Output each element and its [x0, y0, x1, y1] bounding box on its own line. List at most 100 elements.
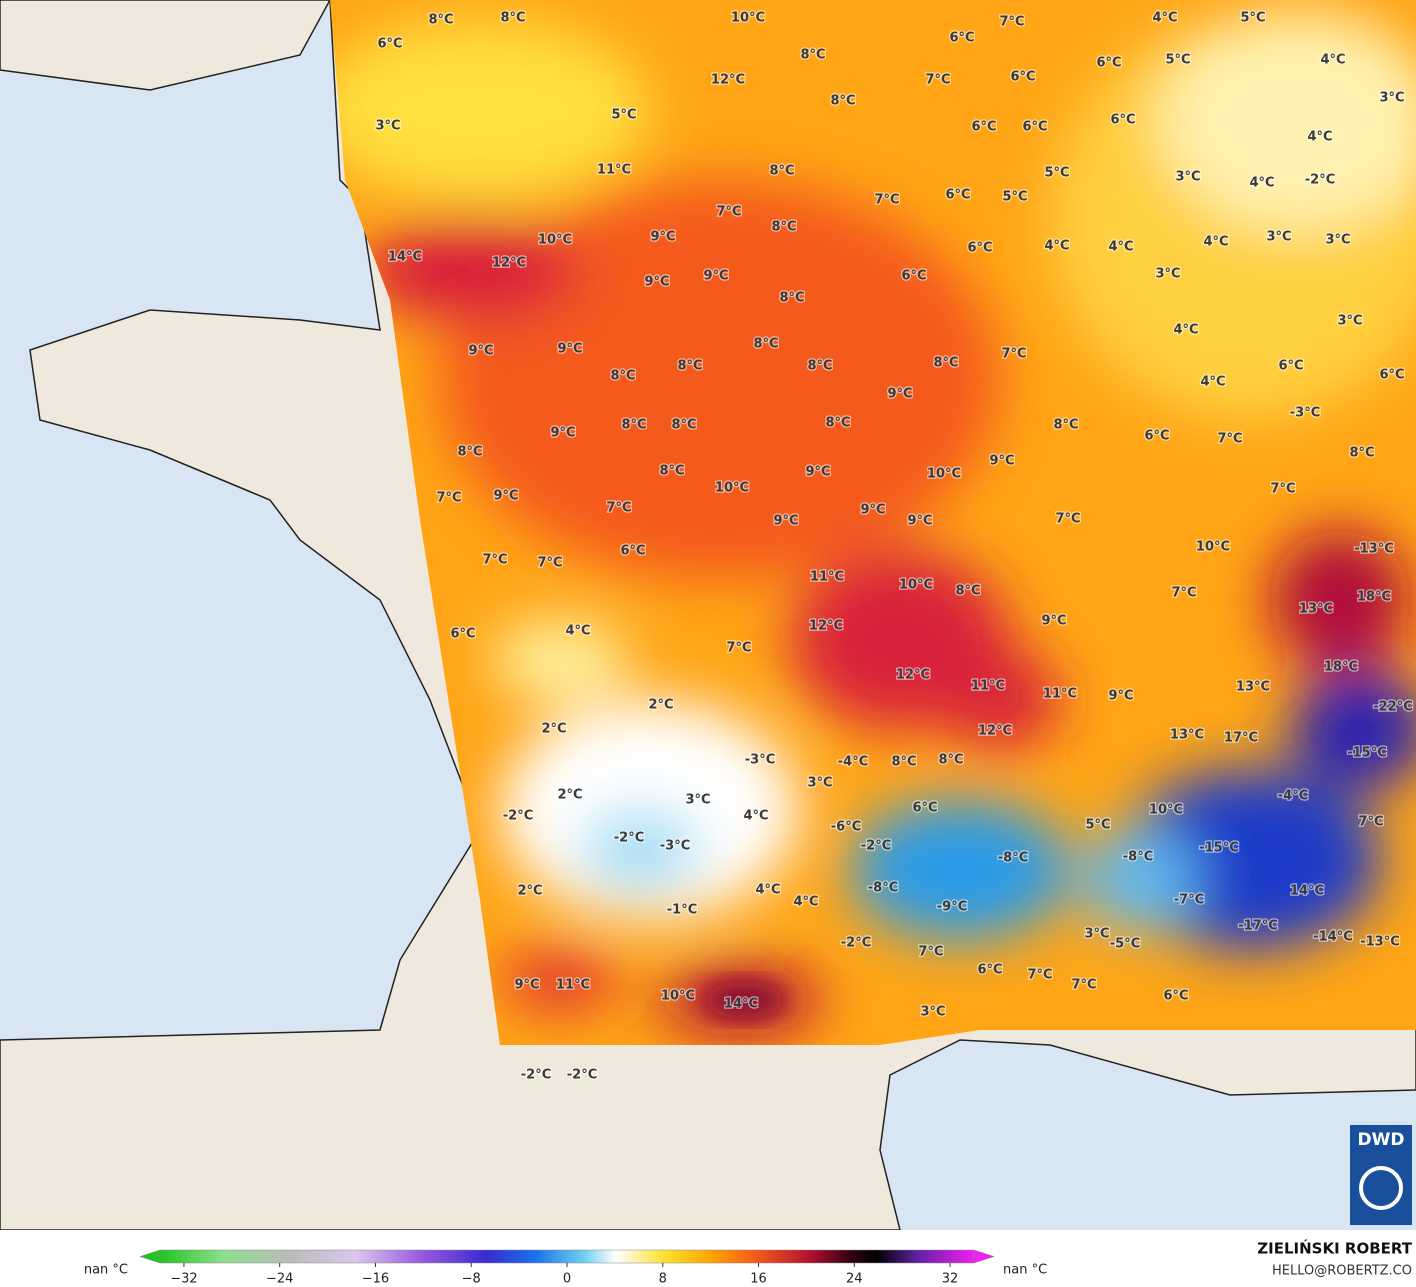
temperature-label: 9°C	[550, 426, 575, 441]
temperature-field	[330, 0, 1416, 1045]
temperature-label: 6°C	[1379, 368, 1404, 383]
colorbar-tick-label: 32	[942, 1272, 959, 1287]
temperature-label: 9°C	[860, 503, 885, 518]
temperature-label: 6°C	[1144, 429, 1169, 444]
colorbar-tick-label: 16	[750, 1272, 767, 1287]
temperature-label: 17°C	[1224, 731, 1258, 746]
temperature-label: 9°C	[1041, 614, 1066, 629]
temperature-label: 8°C	[457, 445, 482, 460]
temperature-label: 5°C	[1165, 53, 1190, 68]
temperature-label: 5°C	[1044, 166, 1069, 181]
temperature-label: 6°C	[450, 627, 475, 642]
temperature-label: -5°C	[1110, 937, 1140, 952]
temperature-label: 7°C	[716, 205, 741, 220]
temperature-label: 10°C	[538, 233, 572, 248]
temperature-label: -2°C	[614, 831, 644, 846]
temperature-label: 14°C	[724, 997, 758, 1012]
temperature-label: -14°C	[1313, 930, 1353, 945]
temperature-label: 3°C	[1325, 233, 1350, 248]
temperature-label: -2°C	[861, 839, 891, 854]
temperature-label: 5°C	[1002, 190, 1027, 205]
temperature-label: 5°C	[611, 108, 636, 123]
temperature-label: 8°C	[671, 418, 696, 433]
labels: 8°C 8°C 6°C 10°C 7°C 4°C 5°C 12°C 8°C 6°C 6°C 7°C 6°…	[374, 9, 1414, 1084]
temperature-label: 9°C	[703, 269, 728, 284]
temperature-label: 3°C	[375, 119, 400, 134]
temperature-label: -2°C	[521, 1068, 551, 1083]
colorbar-tick-label: 24	[846, 1272, 863, 1287]
temperature-label: 9°C	[805, 465, 830, 480]
temperature-label: 7°C	[1027, 968, 1052, 983]
temperature-label: 8°C	[779, 291, 804, 306]
temperature-label: 8°C	[830, 94, 855, 109]
temperature-label: 7°C	[1001, 347, 1026, 362]
temperature-label: 6°C	[1163, 989, 1188, 1004]
temperature-label: 9°C	[644, 275, 669, 290]
temperature-label: -13°C	[1360, 935, 1400, 950]
temperature-label: 13°C	[1170, 728, 1204, 743]
temperature-label: 10°C	[731, 11, 765, 26]
colorbar: −32 −24 −16 −8 0 8 16 24 32	[139, 1249, 995, 1287]
temperature-label: 7°C	[606, 501, 631, 516]
temperature-label: 11°C	[810, 570, 844, 585]
temperature-label: 5°C	[1240, 11, 1265, 26]
temperature-label: 9°C	[773, 514, 798, 529]
temperature-label: 12°C	[896, 668, 930, 683]
temperature-label: 8°C	[955, 584, 980, 599]
temperature-label: 10°C	[1196, 540, 1230, 555]
temperature-label: 2°C	[517, 884, 542, 899]
temperature-label: -2°C	[1305, 173, 1335, 188]
temperature-label: 8°C	[771, 220, 796, 235]
temperature-label: 4°C	[755, 883, 780, 898]
colorbar-tick-label: −24	[266, 1272, 293, 1287]
colorbar-bar	[159, 1249, 975, 1264]
temperature-label: 8°C	[891, 755, 916, 770]
temperature-label: 6°C	[912, 801, 937, 816]
temperature-label: 8°C	[933, 356, 958, 371]
temperature-label: 4°C	[1203, 235, 1228, 250]
temperature-label: 6°C	[977, 963, 1002, 978]
temperature-label: 4°C	[1200, 375, 1225, 390]
temperature-label: -2°C	[503, 809, 533, 824]
temperature-label: -6°C	[831, 820, 861, 835]
temperature-label: -2°C	[567, 1068, 597, 1083]
temperature-label: -3°C	[745, 753, 775, 768]
temperature-label: -1°C	[667, 903, 697, 918]
temperature-label: 4°C	[743, 809, 768, 824]
temperature-label: 9°C	[468, 344, 493, 359]
temperature-label: 12°C	[978, 724, 1012, 739]
temperature-label: 6°C	[967, 241, 992, 256]
temperature-label: -8°C	[1123, 850, 1153, 865]
temperature-label: 7°C	[1270, 482, 1295, 497]
logo-text: DWD	[1358, 1130, 1405, 1150]
temperature-label: -4°C	[1278, 789, 1308, 804]
temperature-label: -22°C	[1373, 700, 1413, 715]
temperature-label: 2°C	[557, 788, 582, 803]
temperature-label: 2°C	[541, 722, 566, 737]
temperature-label: 9°C	[650, 230, 675, 245]
temperature-label: 7°C	[918, 945, 943, 960]
temperature-label: 13°C	[1236, 680, 1270, 695]
temperature-label: 8°C	[677, 359, 702, 374]
temperature-label: 6°C	[1022, 120, 1047, 135]
temperature-label: -3°C	[1290, 406, 1320, 421]
temperature-label: -2°C	[841, 936, 871, 951]
temperature-label: 6°C	[1110, 113, 1135, 128]
temperature-label: 10°C	[715, 481, 749, 496]
colorbar-tick-label: −8	[462, 1272, 481, 1287]
temperature-label: 10°C	[899, 578, 933, 593]
temperature-label: 4°C	[565, 624, 590, 639]
temperature-label: 8°C	[428, 13, 453, 28]
colorbar-tick-label: 0	[563, 1272, 571, 1287]
temperature-label: 3°C	[920, 1005, 945, 1020]
temperature-label: 3°C	[685, 793, 710, 808]
temperature-label: 4°C	[1044, 239, 1069, 254]
temperature-label: 7°C	[1071, 978, 1096, 993]
temperature-label: 8°C	[1349, 446, 1374, 461]
temperature-label: -17°C	[1238, 919, 1278, 934]
temperature-label: 8°C	[621, 418, 646, 433]
temperature-label: 7°C	[436, 491, 461, 506]
temperature-label: 9°C	[493, 489, 518, 504]
temperature-label: 6°C	[1096, 56, 1121, 71]
